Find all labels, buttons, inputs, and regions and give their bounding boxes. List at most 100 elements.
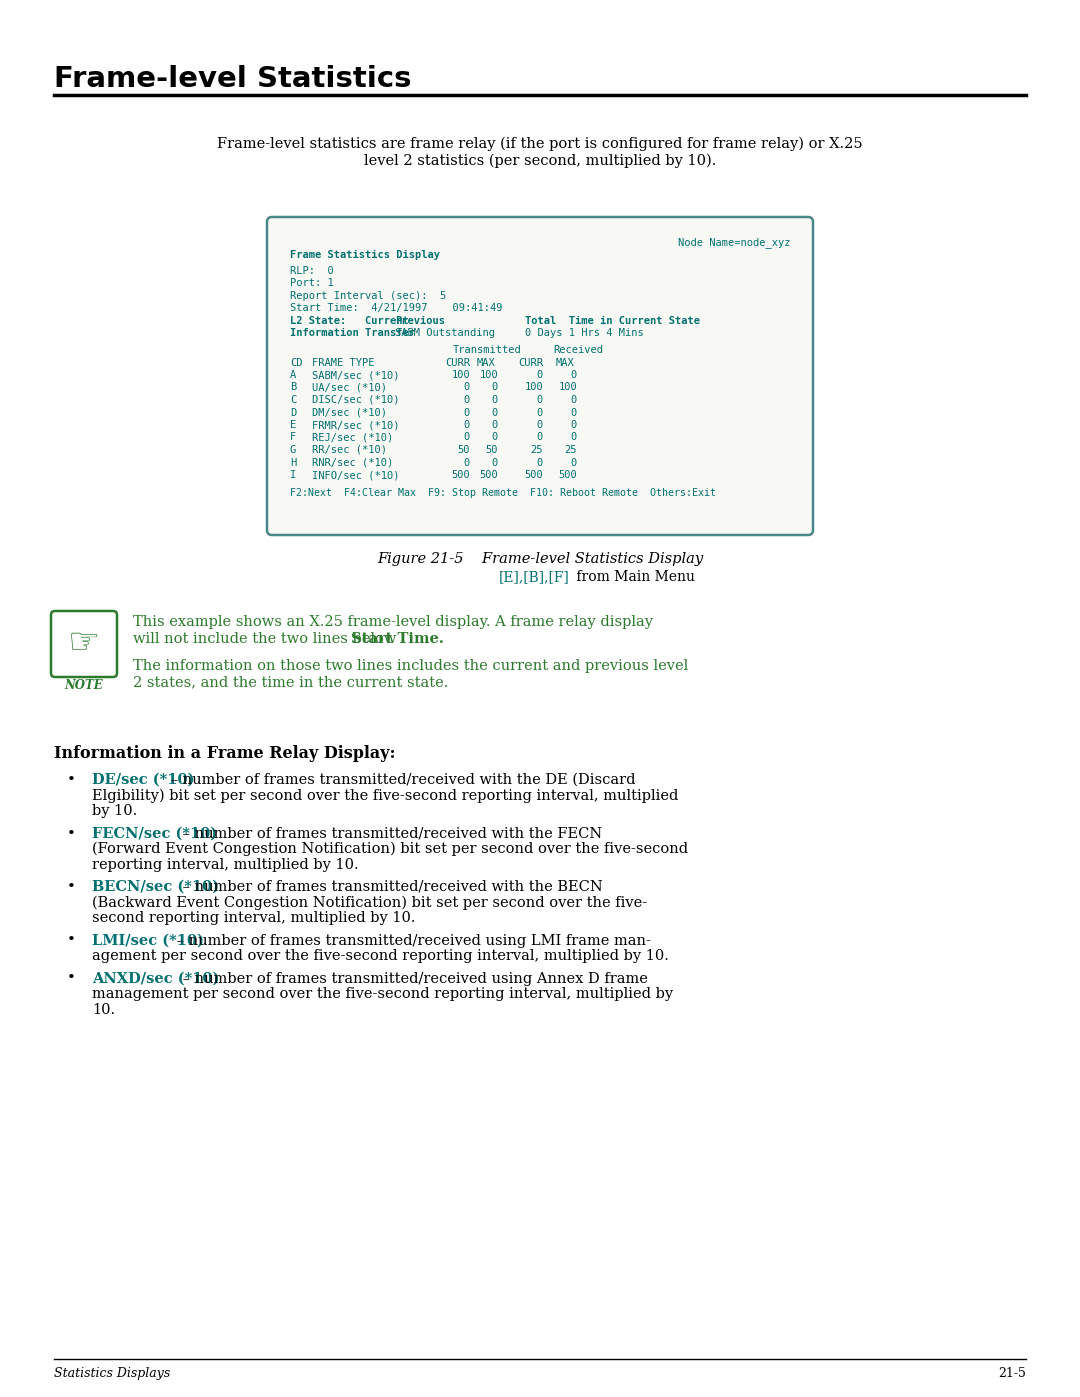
Text: agement per second over the five-second reporting interval, multiplied by 10.: agement per second over the five-second …	[92, 949, 669, 963]
Text: 50: 50	[458, 446, 470, 455]
Text: B: B	[291, 383, 296, 393]
Text: 0: 0	[463, 383, 470, 393]
Text: from Main Menu: from Main Menu	[572, 570, 696, 584]
Text: Start Time.: Start Time.	[351, 631, 444, 645]
Text: RR/sec (*10): RR/sec (*10)	[312, 446, 387, 455]
Text: MAX: MAX	[556, 358, 575, 367]
Text: 500: 500	[451, 469, 470, 481]
Text: DM/sec (*10): DM/sec (*10)	[312, 408, 387, 418]
Text: F2:Next  F4:Clear Max  F9: Stop Remote  F10: Reboot Remote  Others:Exit: F2:Next F4:Clear Max F9: Stop Remote F10…	[291, 489, 716, 499]
Text: – number of frames transmitted/received with the DE (Discard: – number of frames transmitted/received …	[166, 773, 635, 787]
Text: management per second over the five-second reporting interval, multiplied by: management per second over the five-seco…	[92, 988, 673, 1002]
Text: Information in a Frame Relay Display:: Information in a Frame Relay Display:	[54, 745, 395, 761]
Text: 0: 0	[463, 433, 470, 443]
Text: 100: 100	[451, 370, 470, 380]
Text: F: F	[291, 433, 296, 443]
Text: Start Time:  4/21/1997    09:41:49: Start Time: 4/21/1997 09:41:49	[291, 303, 502, 313]
Text: 0: 0	[537, 395, 543, 405]
Text: MAX: MAX	[477, 358, 496, 367]
Text: CURR: CURR	[518, 358, 543, 367]
Text: 0: 0	[491, 420, 498, 430]
Text: 100: 100	[524, 383, 543, 393]
Text: 0: 0	[537, 457, 543, 468]
Text: FRMR/sec (*10): FRMR/sec (*10)	[312, 420, 400, 430]
Text: LMI/sec (*10): LMI/sec (*10)	[92, 933, 204, 947]
Text: G: G	[291, 446, 296, 455]
Text: H: H	[291, 457, 296, 468]
Text: UA/sec (*10): UA/sec (*10)	[312, 383, 387, 393]
Text: SABM Outstanding: SABM Outstanding	[395, 328, 495, 338]
Text: 25: 25	[530, 446, 543, 455]
Text: REJ/sec (*10): REJ/sec (*10)	[312, 433, 393, 443]
Text: CD: CD	[291, 358, 302, 367]
FancyBboxPatch shape	[51, 610, 117, 678]
Text: 21-5: 21-5	[998, 1368, 1026, 1380]
Text: (Backward Event Congestion Notification) bit set per second over the five-: (Backward Event Congestion Notification)…	[92, 895, 647, 909]
Text: Received: Received	[553, 345, 603, 355]
Text: SABM/sec (*10): SABM/sec (*10)	[312, 370, 400, 380]
Text: 0: 0	[570, 420, 577, 430]
Text: 0: 0	[463, 408, 470, 418]
Text: A: A	[291, 370, 296, 380]
Text: 0: 0	[463, 457, 470, 468]
Text: reporting interval, multiplied by 10.: reporting interval, multiplied by 10.	[92, 858, 359, 872]
Text: (Forward Event Congestion Notification) bit set per second over the five-second: (Forward Event Congestion Notification) …	[92, 842, 688, 856]
Text: 500: 500	[558, 469, 577, 481]
Text: ANXD/sec (*10): ANXD/sec (*10)	[92, 971, 219, 985]
Text: I: I	[291, 469, 296, 481]
Text: – number of frames transmitted/received using LMI frame man-: – number of frames transmitted/received …	[172, 933, 651, 947]
Text: 0: 0	[570, 370, 577, 380]
Text: 0: 0	[463, 395, 470, 405]
Text: – number of frames transmitted/received with the FECN: – number of frames transmitted/received …	[178, 827, 603, 841]
Text: 500: 500	[524, 469, 543, 481]
Text: E: E	[291, 420, 296, 430]
Text: •: •	[67, 933, 76, 947]
Text: 0: 0	[570, 395, 577, 405]
Text: 10.: 10.	[92, 1003, 116, 1017]
Text: 500: 500	[480, 469, 498, 481]
Text: Information Transfer: Information Transfer	[291, 328, 415, 338]
Text: Figure 21-5    Frame-level Statistics Display: Figure 21-5 Frame-level Statistics Displ…	[377, 552, 703, 566]
Text: DISC/sec (*10): DISC/sec (*10)	[312, 395, 400, 405]
Text: [E],[B],[F]: [E],[B],[F]	[499, 570, 570, 584]
Text: •: •	[67, 971, 76, 985]
Text: Total  Time in Current State: Total Time in Current State	[525, 316, 700, 326]
Text: second reporting interval, multiplied by 10.: second reporting interval, multiplied by…	[92, 911, 416, 925]
Text: 0 Days 1 Hrs 4 Mins: 0 Days 1 Hrs 4 Mins	[525, 328, 644, 338]
Text: 0: 0	[491, 383, 498, 393]
Text: Transmitted: Transmitted	[453, 345, 522, 355]
FancyBboxPatch shape	[267, 217, 813, 535]
Text: Statistics Displays: Statistics Displays	[54, 1368, 171, 1380]
Text: FECN/sec (*10): FECN/sec (*10)	[92, 827, 217, 841]
Text: RNR/sec (*10): RNR/sec (*10)	[312, 457, 393, 468]
Text: The information on those two lines includes the current and previous level
2 sta: The information on those two lines inclu…	[133, 659, 688, 689]
Text: ☞: ☞	[68, 624, 100, 659]
Text: 0: 0	[537, 420, 543, 430]
Text: Port: 1: Port: 1	[291, 278, 334, 289]
Text: 0: 0	[570, 408, 577, 418]
Text: 0: 0	[491, 433, 498, 443]
Text: CURR: CURR	[445, 358, 470, 367]
Text: 0: 0	[570, 433, 577, 443]
Text: Frame-level Statistics: Frame-level Statistics	[54, 66, 411, 94]
Text: Previous: Previous	[395, 316, 445, 326]
Text: FRAME TYPE: FRAME TYPE	[312, 358, 375, 367]
Text: RLP:  0: RLP: 0	[291, 265, 334, 277]
Text: Node Name=node_xyz: Node Name=node_xyz	[677, 237, 789, 247]
Text: 0: 0	[537, 433, 543, 443]
Text: 0: 0	[570, 457, 577, 468]
Text: DE/sec (*10): DE/sec (*10)	[92, 773, 194, 787]
Text: 50: 50	[486, 446, 498, 455]
Text: 0: 0	[537, 370, 543, 380]
Text: 0: 0	[491, 408, 498, 418]
Text: This example shows an X.25 frame-level display. A frame relay display: This example shows an X.25 frame-level d…	[133, 615, 653, 629]
Text: 100: 100	[558, 383, 577, 393]
Text: Frame Statistics Display: Frame Statistics Display	[291, 250, 440, 260]
Text: •: •	[67, 773, 76, 787]
Text: – number of frames transmitted/received using Annex D frame: – number of frames transmitted/received …	[178, 971, 648, 985]
Text: 0: 0	[463, 420, 470, 430]
Text: 0: 0	[491, 457, 498, 468]
Text: will not include the two lines below: will not include the two lines below	[133, 631, 401, 645]
Text: D: D	[291, 408, 296, 418]
Text: •: •	[67, 827, 76, 841]
